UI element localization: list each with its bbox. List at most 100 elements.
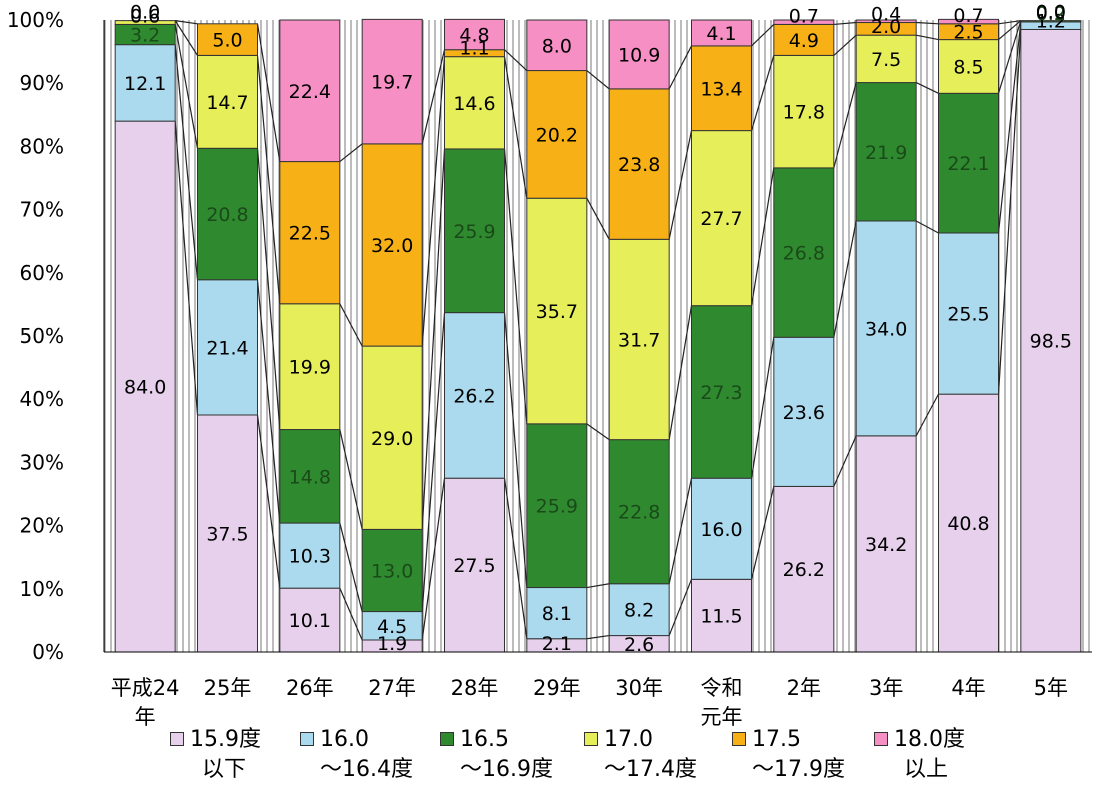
series-connector-line bbox=[421, 312, 446, 612]
series-connector-line bbox=[998, 20, 1022, 41]
bar-segment bbox=[444, 312, 505, 479]
legend-swatch bbox=[874, 732, 888, 746]
data-label: 3.2 bbox=[130, 25, 160, 47]
series-connector-line bbox=[750, 167, 775, 306]
series-connector-line bbox=[421, 56, 446, 347]
series-connector-line bbox=[421, 49, 446, 145]
data-label: 98.5 bbox=[1030, 331, 1072, 353]
series-connector-line bbox=[421, 148, 446, 530]
data-label: 13.4 bbox=[700, 78, 742, 100]
bar-segment bbox=[608, 583, 670, 637]
data-label: 22.5 bbox=[289, 223, 331, 245]
bar-segment bbox=[691, 578, 752, 653]
bar-segment bbox=[526, 197, 588, 425]
series-connector-line bbox=[421, 478, 446, 641]
legend-label-sub: ～16.4度 bbox=[320, 757, 413, 782]
x-tick-label: 平成24 bbox=[111, 676, 180, 700]
data-label: 0.0 bbox=[1036, 2, 1066, 24]
bar-segment bbox=[114, 44, 176, 122]
data-label: 5.0 bbox=[212, 30, 242, 52]
data-label: 0.6 bbox=[130, 5, 160, 27]
data-label: 26.8 bbox=[783, 243, 825, 265]
data-label: 22.8 bbox=[618, 502, 660, 524]
series-connector-line bbox=[833, 34, 857, 56]
bar-segment bbox=[938, 18, 999, 25]
bar-segment bbox=[197, 23, 258, 56]
data-label: 0.7 bbox=[953, 5, 983, 27]
data-label: 4.8 bbox=[459, 25, 489, 47]
bar-segment bbox=[773, 19, 835, 25]
legend-swatch bbox=[170, 732, 184, 746]
series-connector-line bbox=[174, 121, 199, 416]
data-label: 8.1 bbox=[542, 603, 572, 625]
legend-label: 16.0 bbox=[320, 727, 369, 752]
y-tick-label: 20% bbox=[20, 514, 64, 538]
series-connector-line bbox=[503, 56, 528, 199]
data-label: 21.4 bbox=[206, 337, 248, 359]
series-connector-line bbox=[174, 20, 199, 56]
data-label: 1.9 bbox=[377, 633, 407, 655]
data-label: 8.2 bbox=[624, 600, 654, 622]
plot-background bbox=[104, 20, 1092, 652]
x-tick-label-line2: 年 bbox=[135, 705, 156, 729]
bar-segment bbox=[526, 19, 588, 72]
series-connector-line bbox=[586, 70, 610, 90]
data-label: 4.1 bbox=[706, 23, 736, 45]
data-label: 2.0 bbox=[871, 16, 901, 38]
data-label: 14.8 bbox=[289, 466, 331, 488]
series-connector-line bbox=[503, 312, 528, 588]
data-label: 25.9 bbox=[453, 221, 495, 243]
bar-segment bbox=[855, 19, 917, 24]
data-label: 13.0 bbox=[371, 560, 413, 582]
bar-segment bbox=[279, 161, 341, 305]
data-label: 19.9 bbox=[289, 357, 331, 379]
bar-segment bbox=[279, 587, 341, 653]
legend-label-sub: ～16.9度 bbox=[460, 757, 553, 782]
legend-label: 18.0度 bbox=[894, 727, 965, 752]
bar-segment bbox=[361, 345, 423, 530]
bar-segment bbox=[1020, 20, 1082, 23]
x-tick-label: 25年 bbox=[204, 676, 252, 700]
series-connector-line bbox=[504, 49, 528, 71]
series-connector-line bbox=[174, 24, 199, 149]
bar-segment bbox=[361, 18, 423, 145]
y-tick-label: 80% bbox=[20, 134, 64, 158]
bar-segment bbox=[197, 54, 258, 149]
data-label: 25.9 bbox=[536, 496, 578, 518]
bar-segment bbox=[444, 148, 505, 314]
series-connector-line bbox=[586, 197, 610, 240]
y-tick-label: 30% bbox=[20, 450, 64, 474]
series-connector-line bbox=[997, 21, 1022, 234]
bar-segment bbox=[279, 429, 341, 524]
data-label: 0.7 bbox=[789, 5, 819, 27]
data-label: 0.0 bbox=[130, 2, 160, 24]
data-label: 11.5 bbox=[700, 606, 742, 628]
bar-segment bbox=[361, 611, 423, 641]
series-connector-line bbox=[916, 21, 939, 25]
y-tick-label: 10% bbox=[20, 577, 64, 601]
data-label: 1.2 bbox=[1036, 10, 1066, 32]
series-connector-line bbox=[833, 21, 857, 26]
y-tick-label: 70% bbox=[20, 198, 64, 222]
data-label: 26.2 bbox=[453, 385, 495, 407]
bar-segment bbox=[279, 19, 341, 163]
series-connector-line bbox=[256, 23, 281, 162]
series-connector-line bbox=[751, 23, 775, 47]
data-label: 2.6 bbox=[624, 634, 654, 656]
data-label: 2.1 bbox=[542, 633, 572, 655]
data-label: 2.5 bbox=[953, 22, 983, 44]
data-label: 7.5 bbox=[871, 49, 901, 71]
bar-segment bbox=[608, 88, 670, 240]
data-label: 0.0 bbox=[1036, 2, 1066, 24]
data-label: 4.5 bbox=[377, 616, 407, 638]
data-label: 40.8 bbox=[947, 513, 989, 535]
data-label: 23.8 bbox=[618, 154, 660, 176]
data-label: 22.4 bbox=[289, 81, 331, 103]
legend-label: 16.5 bbox=[460, 727, 509, 752]
data-label: 31.7 bbox=[618, 329, 660, 351]
data-label: 34.2 bbox=[865, 534, 907, 556]
bar-segment bbox=[691, 305, 752, 479]
bar-segment bbox=[773, 336, 835, 487]
legend-label: 15.9度 bbox=[190, 727, 261, 752]
y-tick-label: 60% bbox=[20, 261, 64, 285]
